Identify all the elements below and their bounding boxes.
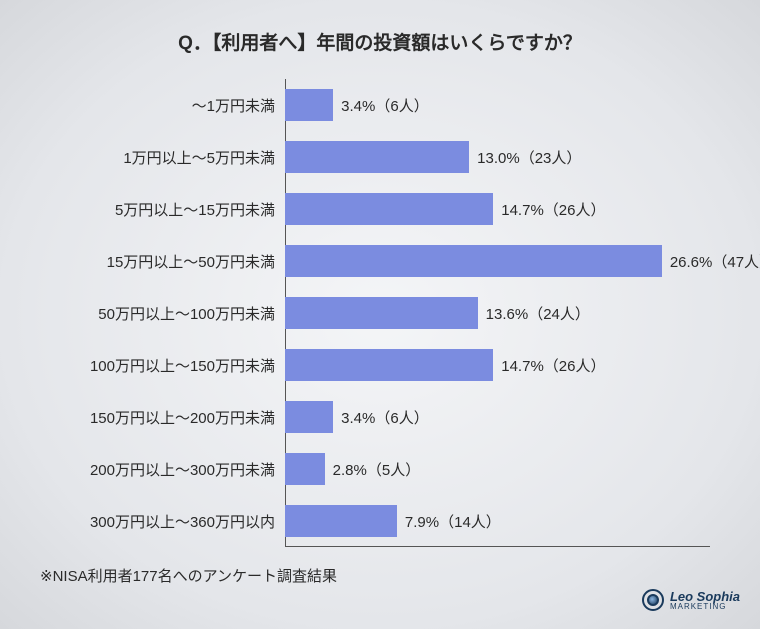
- chart-area: ～1万円未満3.4%（6人）1万円以上～5万円未満13.0%（23人）5万円以上…: [285, 79, 710, 547]
- bar: [285, 401, 333, 433]
- category-label: 300万円以上～360万円以内: [90, 511, 285, 532]
- category-label: 1万円以上～5万円未満: [123, 147, 285, 168]
- value-label: 7.9%（14人）: [397, 511, 501, 532]
- value-label: 14.7%（26人）: [493, 199, 605, 220]
- bar: [285, 505, 397, 537]
- category-label: 50万円以上～100万円未満: [98, 303, 285, 324]
- chart-container: Q．【利用者へ】年間の投資額はいくらですか？ ～1万円未満3.4%（6人）1万円…: [0, 0, 760, 586]
- category-label: 5万円以上～15万円未満: [115, 199, 285, 220]
- value-label: 3.4%（6人）: [333, 407, 429, 428]
- value-label: 13.0%（23人）: [469, 147, 581, 168]
- chart-row: 100万円以上～150万円未満14.7%（26人）: [285, 339, 710, 391]
- value-label: 3.4%（6人）: [333, 95, 429, 116]
- chart-row: 200万円以上～300万円未満2.8%（5人）: [285, 443, 710, 495]
- category-label: 150万円以上～200万円未満: [90, 407, 285, 428]
- bar: [285, 193, 493, 225]
- value-label: 2.8%（5人）: [325, 459, 421, 480]
- category-label: 200万円以上～300万円未満: [90, 459, 285, 480]
- chart-title: Q．【利用者へ】年間の投資額はいくらですか？: [20, 28, 740, 55]
- value-label: 26.6%（47人）: [662, 251, 760, 272]
- logo: Leo Sophia MARKETING: [642, 589, 740, 611]
- bar: [285, 245, 662, 277]
- logo-sub: MARKETING: [670, 603, 740, 611]
- value-label: 13.6%（24人）: [478, 303, 590, 324]
- bar: [285, 141, 469, 173]
- footnote: ※NISA利用者177名へのアンケート調査結果: [20, 565, 740, 586]
- chart-row: 5万円以上～15万円未満14.7%（26人）: [285, 183, 710, 235]
- bar: [285, 89, 333, 121]
- category-label: ～1万円未満: [192, 95, 285, 116]
- chart-row: 300万円以上～360万円以内7.9%（14人）: [285, 495, 710, 547]
- chart-row: 15万円以上～50万円未満26.6%（47人）: [285, 235, 710, 287]
- category-label: 15万円以上～50万円未満: [107, 251, 285, 272]
- bar: [285, 349, 493, 381]
- logo-text: Leo Sophia MARKETING: [670, 590, 740, 611]
- bar: [285, 297, 478, 329]
- logo-main: Leo Sophia: [670, 590, 740, 603]
- chart-row: ～1万円未満3.4%（6人）: [285, 79, 710, 131]
- chart-row: 50万円以上～100万円未満13.6%（24人）: [285, 287, 710, 339]
- value-label: 14.7%（26人）: [493, 355, 605, 376]
- logo-globe-icon: [642, 589, 664, 611]
- category-label: 100万円以上～150万円未満: [90, 355, 285, 376]
- chart-row: 1万円以上～5万円未満13.0%（23人）: [285, 131, 710, 183]
- bar: [285, 453, 325, 485]
- chart-row: 150万円以上～200万円未満3.4%（6人）: [285, 391, 710, 443]
